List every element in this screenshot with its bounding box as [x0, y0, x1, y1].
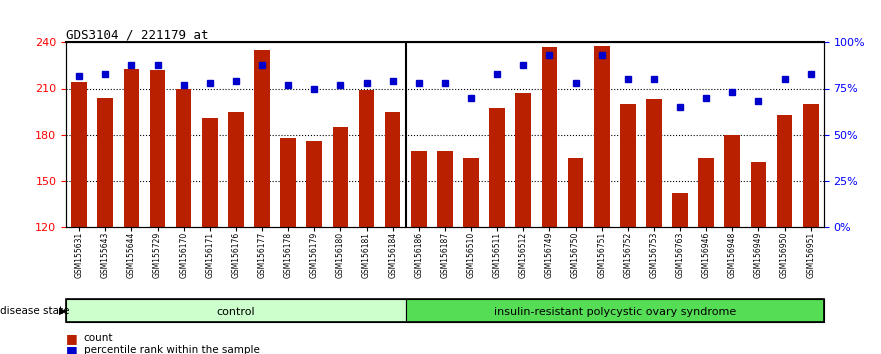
- Bar: [437, 152, 453, 227]
- Bar: [280, 138, 296, 227]
- Bar: [307, 141, 322, 227]
- Text: insulin-resistant polycystic ovary syndrome: insulin-resistant polycystic ovary syndr…: [493, 307, 736, 317]
- Bar: [411, 152, 426, 227]
- Bar: [98, 98, 113, 227]
- Text: GDS3104 / 221179_at: GDS3104 / 221179_at: [66, 28, 209, 41]
- Bar: [777, 115, 792, 227]
- Bar: [123, 69, 139, 227]
- Bar: [515, 93, 531, 227]
- Bar: [567, 158, 583, 227]
- Bar: [385, 112, 401, 227]
- Bar: [202, 118, 218, 227]
- Bar: [620, 104, 635, 227]
- Bar: [542, 47, 558, 227]
- Text: count: count: [84, 333, 113, 343]
- Bar: [489, 108, 505, 227]
- Text: ▶: ▶: [59, 306, 67, 316]
- Bar: [724, 135, 740, 227]
- Bar: [751, 162, 766, 227]
- Bar: [359, 90, 374, 227]
- Bar: [646, 99, 662, 227]
- Bar: [176, 88, 191, 227]
- Bar: [594, 46, 610, 227]
- Bar: [150, 70, 166, 227]
- Text: ■: ■: [66, 332, 78, 344]
- Bar: [803, 104, 818, 227]
- Text: disease state: disease state: [0, 306, 73, 316]
- Bar: [71, 82, 87, 227]
- Text: control: control: [217, 307, 255, 317]
- Text: ■: ■: [66, 344, 78, 354]
- Bar: [699, 158, 714, 227]
- Bar: [228, 112, 244, 227]
- Bar: [672, 193, 688, 227]
- Bar: [66, 299, 406, 322]
- Bar: [332, 127, 348, 227]
- Bar: [463, 158, 479, 227]
- Bar: [255, 50, 270, 227]
- Text: percentile rank within the sample: percentile rank within the sample: [84, 346, 260, 354]
- Bar: [406, 299, 824, 322]
